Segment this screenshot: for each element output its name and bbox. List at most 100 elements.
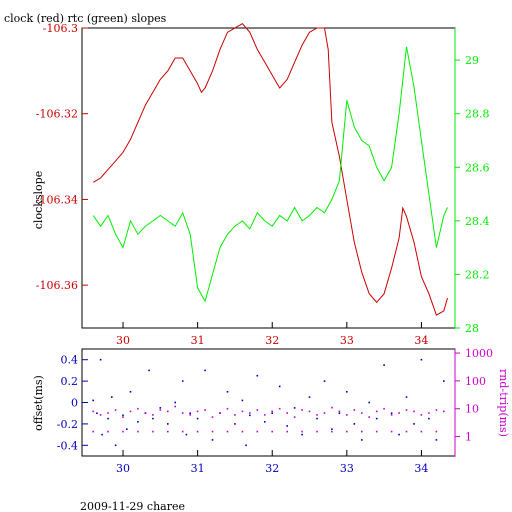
scatter-point-offset [301,433,303,436]
bottom-y-left-label: offset(ms) [32,375,45,431]
scatter-point-rnd-trip [226,407,229,410]
top-y-left-tick-label: -106.36 [36,279,78,292]
scatter-point-rnd-trip [129,410,132,413]
scatter-point-rnd-trip [301,409,303,411]
scatter-point-offset [99,358,102,361]
scatter-point-rnd-trip-floor [92,430,94,433]
scatter-point-offset [241,399,244,402]
scatter-point-offset [185,433,188,436]
top-x-tick-label: 34 [414,334,428,347]
series-line-clock [92,23,448,316]
scatter-point-offset [293,407,296,409]
top-y-right-ticks: 28 28.2 28.4 28.6 28.8 29 [454,28,490,335]
scatter-point-offset [167,423,169,425]
scatter-point-rnd-trip-floor [346,430,348,433]
top-x-tick-label: 31 [191,334,205,347]
bottom-y-left-tick-label: 0.2 [61,375,79,388]
scatter-point-rnd-trip [308,410,311,413]
scatter-point-rnd-trip [383,407,385,410]
top-x-ticks: 30 31 32 33 34 [116,322,428,347]
scatter-point-offset [96,412,98,414]
scatter-point-rnd-trip [234,414,236,416]
scatter-point-rnd-trip [331,406,333,409]
scatter-point-offset [126,428,128,430]
scatter-point-rnd-trip [435,409,438,411]
top-y-right-tick-label: 29 [465,54,479,67]
top-x-tick-label: 33 [340,334,354,347]
scatter-point-rnd-trip [122,416,124,418]
scatter-point-offset [174,401,176,404]
scatter-point-rnd-trip [368,416,370,418]
scatter-point-rnd-trip [99,414,102,416]
scatter-point-offset [428,417,430,420]
scatter-point-offset [92,399,94,402]
scatter-point-offset [204,369,206,372]
scatter-point-rnd-trip [375,410,378,413]
scatter-point-rnd-trip-floor [420,430,423,433]
bottom-series-group [92,358,445,447]
scatter-point-offset [398,433,400,436]
scatter-point-offset [137,421,139,423]
scatter-point-rnd-trip-floor [167,430,169,433]
top-y-left-tick-label: -106.34 [36,193,78,206]
scatter-point-rnd-trip-floor [226,430,229,433]
scatter-point-rnd-trip-floor [316,430,318,433]
top-panel: clockslope -106.3 -106.32 -106.34 -106.36 2… [32,22,490,347]
scatter-point-rnd-trip [181,412,184,414]
scatter-point-offset [443,380,445,382]
scatter-point-rnd-trip [219,412,221,414]
scatter-point-rnd-trip [137,407,139,410]
scatter-point-offset [346,391,348,393]
scatter-point-offset [361,439,363,441]
bottom-x-tick-label: 33 [340,462,354,475]
scatter-point-offset [181,380,184,382]
scatter-point-rnd-trip [241,410,244,413]
top-y-left-tick-label: -106.32 [36,108,78,121]
scatter-point-rnd-trip [405,409,408,411]
scatter-point-offset [189,412,191,414]
bottom-y-left-ticks: 0.4 0.2 0 -0.2 -0.4 [57,354,88,452]
scatter-point-rnd-trip-floor [122,430,124,433]
scatter-point-offset [278,385,281,388]
scatter-point-offset [420,358,423,361]
scatter-point-offset [152,417,154,420]
scatter-point-rnd-trip-floor [375,430,378,433]
scatter-point-offset [353,423,356,425]
bottom-x-tick-label: 32 [265,462,279,475]
bottom-plot-frame [81,348,456,457]
scatter-point-rnd-trip-floor [107,430,109,433]
top-y-right-tick-label: 28.8 [465,108,490,121]
scatter-point-rnd-trip-floor [137,430,139,433]
top-y-left-ticks: -106.3 -106.32 -106.34 -106.36 [36,22,88,292]
bottom-x-ticks: 30 31 32 33 34 [116,450,428,475]
scatter-point-rnd-trip-floor [390,430,393,433]
scatter-point-offset [226,391,229,393]
scatter-point-offset [101,433,103,436]
scatter-point-rnd-trip [353,409,356,411]
scatter-point-offset [338,412,341,414]
scatter-point-offset [122,414,124,417]
scatter-point-rnd-trip [204,409,206,411]
scatter-point-rnd-trip [346,414,348,416]
bottom-y-left-tick-label: -0.2 [57,418,78,431]
scatter-point-offset [211,439,214,441]
top-y-right-tick-label: 28 [465,322,479,335]
scatter-point-rnd-trip-floor [405,430,408,433]
bottom-y-left-tick-label: 0.4 [61,354,79,367]
scatter-point-rnd-trip-floor [211,430,214,433]
scatter-point-rnd-trip-floor [331,430,333,433]
scatter-point-rnd-trip [278,407,281,410]
scatter-point-rnd-trip-floor [361,430,363,433]
bottom-y-right-tick-label: 1 [465,431,472,444]
scatter-point-rnd-trip-floor [286,430,288,433]
scatter-point-rnd-trip [293,416,296,418]
scatter-point-rnd-trip-floor [181,430,184,433]
scatter-point-rnd-trip-floor [196,430,199,433]
scatter-point-rnd-trip [264,414,266,416]
scatter-point-rnd-trip [428,412,430,414]
scatter-point-rnd-trip [249,412,251,414]
scatter-point-rnd-trip [398,412,400,414]
scatter-point-offset [264,421,266,423]
top-y-right-tick-label: 28.2 [465,268,490,281]
